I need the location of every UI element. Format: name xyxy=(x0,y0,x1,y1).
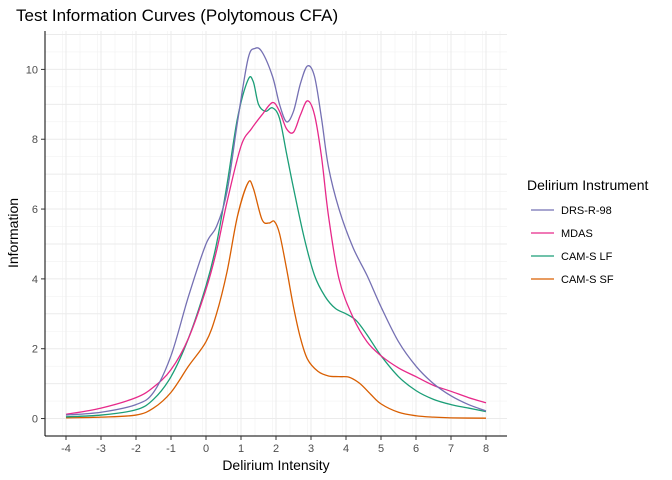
y-tick-label: 8 xyxy=(32,134,38,146)
y-tick-label: 2 xyxy=(32,344,38,356)
y-tick-label: 6 xyxy=(32,204,38,216)
x-tick-label: 0 xyxy=(203,443,209,455)
x-tick-label: -4 xyxy=(61,443,71,455)
x-tick-label: 1 xyxy=(238,443,244,455)
x-tick-label: 8 xyxy=(483,443,489,455)
legend-label-mdas: MDAS xyxy=(561,228,593,240)
y-axis-title: Information xyxy=(5,198,21,268)
series-line-mdas xyxy=(65,100,487,415)
x-tick-label: 4 xyxy=(343,443,349,455)
x-tick-label: 3 xyxy=(308,443,314,455)
x-tick-label: 7 xyxy=(448,443,454,455)
y-tick-label: 0 xyxy=(32,414,38,426)
chart-title: Test Information Curves (Polytomous CFA) xyxy=(16,6,338,25)
legend-title: Delirium Instrument xyxy=(527,177,648,193)
series-line-drs-r-98 xyxy=(65,47,487,416)
x-axis-ticks: -4 -3 -2 -1 0 1 2 3 4 5 6 7 8 xyxy=(61,436,489,455)
legend-label-cam-s-lf: CAM-S LF xyxy=(561,251,613,263)
y-tick-label: 10 xyxy=(26,64,38,76)
x-tick-label: -1 xyxy=(166,443,176,455)
x-tick-label: 6 xyxy=(413,443,419,455)
legend: Delirium Instrument DRS-R-98 MDAS CAM-S LF… xyxy=(527,177,648,286)
x-tick-label: -3 xyxy=(96,443,106,455)
x-tick-label: 2 xyxy=(273,443,279,455)
y-tick-label: 4 xyxy=(32,274,38,286)
legend-label-drs-r-98: DRS-R-98 xyxy=(561,205,612,217)
x-axis-title: Delirium Intensity xyxy=(222,457,329,473)
x-tick-label: -2 xyxy=(131,443,141,455)
series-lines xyxy=(65,47,487,419)
legend-label-cam-s-sf: CAM-S SF xyxy=(561,274,614,286)
x-tick-label: 5 xyxy=(378,443,384,455)
grid-lines xyxy=(44,31,507,437)
y-axis-ticks: 0 2 4 6 8 10 xyxy=(26,64,45,426)
series-line-cam-s-sf xyxy=(65,180,487,419)
